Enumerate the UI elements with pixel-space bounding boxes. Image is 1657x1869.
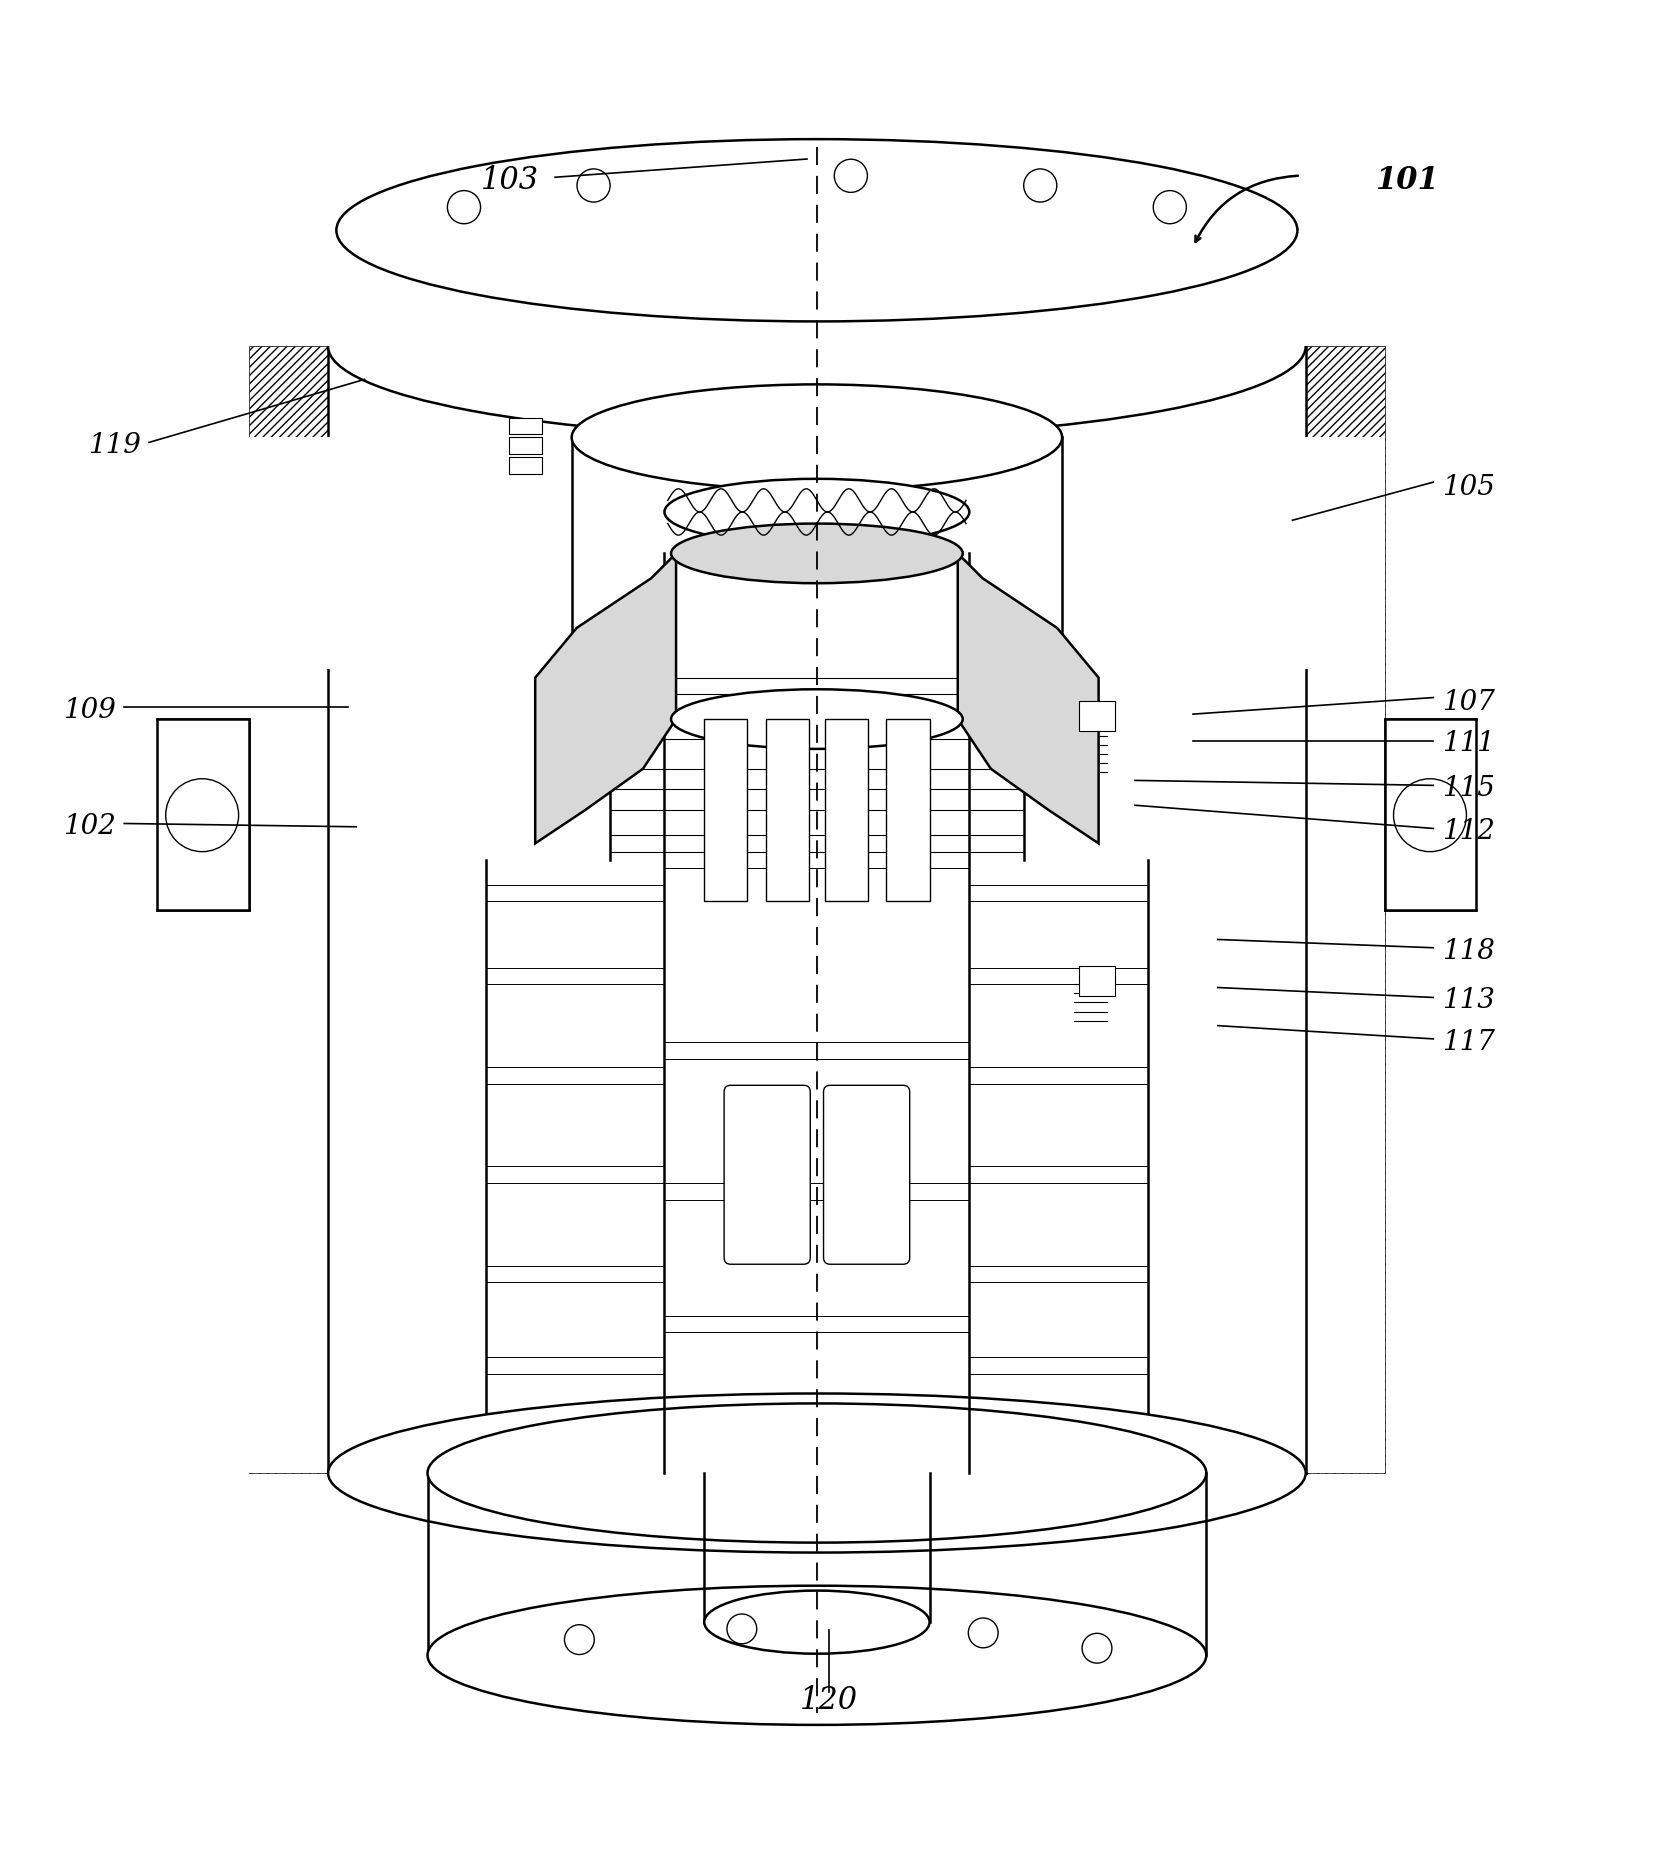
Ellipse shape bbox=[671, 690, 963, 749]
Text: 105: 105 bbox=[1442, 473, 1495, 501]
Text: 120: 120 bbox=[799, 1684, 858, 1716]
Ellipse shape bbox=[572, 385, 1062, 490]
Text: 102: 102 bbox=[63, 813, 116, 841]
Bar bbox=[825, 720, 868, 901]
Bar bbox=[1148, 860, 1385, 1473]
Bar bbox=[509, 417, 542, 434]
Ellipse shape bbox=[328, 256, 1306, 437]
Bar bbox=[249, 662, 610, 860]
Text: 111: 111 bbox=[1442, 731, 1495, 757]
Ellipse shape bbox=[664, 478, 969, 546]
Ellipse shape bbox=[336, 138, 1297, 321]
Bar bbox=[886, 720, 930, 901]
Bar bbox=[1306, 346, 1385, 1473]
Bar bbox=[320, 230, 502, 346]
Text: 103: 103 bbox=[481, 164, 539, 196]
Bar bbox=[509, 437, 542, 454]
Bar bbox=[930, 1473, 1206, 1656]
Bar bbox=[157, 720, 249, 910]
Text: 107: 107 bbox=[1442, 690, 1495, 716]
Bar bbox=[249, 346, 328, 1473]
FancyBboxPatch shape bbox=[824, 1086, 910, 1263]
Bar bbox=[509, 458, 542, 475]
Bar bbox=[249, 437, 572, 669]
Bar bbox=[1132, 230, 1314, 346]
Ellipse shape bbox=[428, 1404, 1206, 1542]
Text: 113: 113 bbox=[1442, 987, 1495, 1015]
Bar bbox=[1024, 662, 1385, 860]
Ellipse shape bbox=[428, 1585, 1206, 1725]
Text: 119: 119 bbox=[88, 432, 141, 460]
Bar bbox=[1062, 437, 1385, 669]
Text: 109: 109 bbox=[63, 697, 116, 725]
Text: 112: 112 bbox=[1442, 819, 1495, 845]
Ellipse shape bbox=[704, 1591, 930, 1654]
Bar bbox=[1385, 720, 1476, 910]
Text: 117: 117 bbox=[1442, 1028, 1495, 1056]
Ellipse shape bbox=[328, 1394, 1306, 1553]
Bar bbox=[1079, 966, 1115, 996]
Text: 101: 101 bbox=[1375, 164, 1438, 196]
Polygon shape bbox=[535, 553, 676, 843]
Text: 118: 118 bbox=[1442, 938, 1495, 964]
Bar bbox=[766, 720, 809, 901]
Bar bbox=[249, 860, 486, 1473]
FancyBboxPatch shape bbox=[724, 1086, 810, 1263]
Text: 115: 115 bbox=[1442, 776, 1495, 802]
Bar bbox=[1079, 701, 1115, 731]
Bar bbox=[704, 720, 747, 901]
Polygon shape bbox=[958, 553, 1099, 843]
Ellipse shape bbox=[671, 523, 963, 583]
Bar bbox=[428, 1473, 704, 1656]
